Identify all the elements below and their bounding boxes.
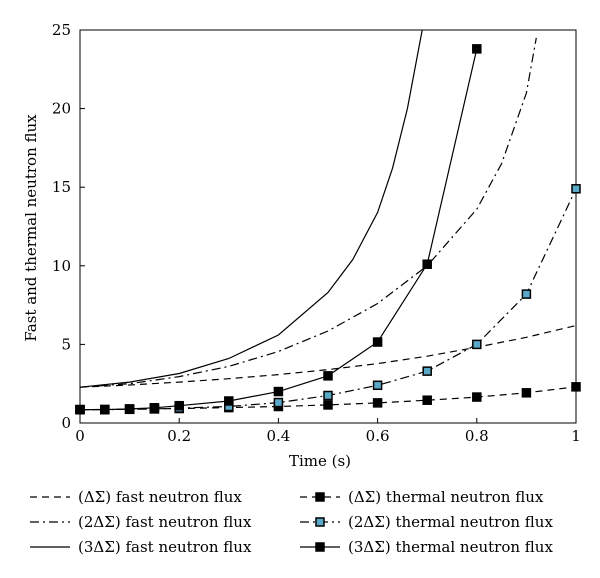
- data-point: [521, 388, 532, 398]
- series-line-2: [80, 30, 423, 388]
- legend-marker: [315, 542, 325, 552]
- data-point: [273, 386, 284, 397]
- data-point: [372, 398, 383, 408]
- data-point: [149, 403, 160, 413]
- legend-marker: [315, 492, 325, 502]
- series-lines: [80, 30, 576, 411]
- legend-label: (2ΔΣ) fast neutron flux: [78, 513, 252, 531]
- data-point: [100, 404, 110, 415]
- legend-label: (3ΔΣ) thermal neutron flux: [348, 538, 553, 556]
- data-point: [472, 339, 482, 350]
- data-point: [323, 400, 333, 410]
- data-point: [571, 184, 581, 194]
- legend-item: (ΔΣ) thermal neutron flux: [300, 488, 544, 506]
- data-point: [372, 337, 383, 347]
- data-point: [323, 371, 333, 381]
- data-point: [124, 404, 135, 414]
- data-point: [75, 404, 85, 415]
- data-point: [472, 392, 482, 402]
- x-axis-label: Time (s): [289, 452, 351, 470]
- y-tick-label: 20: [52, 100, 71, 118]
- legend-label: (ΔΣ) fast neutron flux: [78, 488, 242, 506]
- data-point: [224, 396, 234, 406]
- series-line-1: [80, 37, 537, 388]
- x-tick-label: 0.2: [167, 427, 191, 445]
- data-point: [422, 366, 432, 376]
- x-tick-label: 0.4: [266, 427, 290, 445]
- legend-item: (2ΔΣ) fast neutron flux: [30, 513, 252, 531]
- legend: (ΔΣ) fast neutron flux (ΔΣ) thermal neutr…: [30, 488, 553, 556]
- data-point: [521, 289, 532, 299]
- data-point: [422, 395, 432, 405]
- legend-marker: [315, 517, 325, 527]
- data-point: [472, 44, 482, 54]
- series-line-5: [80, 48, 478, 411]
- legend-item: (3ΔΣ) fast neutron flux: [30, 538, 252, 556]
- legend-label: (2ΔΣ) thermal neutron flux: [348, 513, 553, 531]
- x-tick-label: 0: [75, 427, 85, 445]
- legend-item: (2ΔΣ) thermal neutron flux: [300, 513, 553, 531]
- data-point: [273, 397, 284, 408]
- data-point: [174, 400, 184, 411]
- legend-label: (3ΔΣ) fast neutron flux: [78, 538, 252, 556]
- data-point: [571, 382, 581, 392]
- legend-label: (ΔΣ) thermal neutron flux: [348, 488, 544, 506]
- y-tick-label: 0: [61, 414, 71, 432]
- y-axis-label: Fast and thermal neutron flux: [22, 114, 40, 342]
- data-point: [422, 259, 432, 269]
- y-tick-label: 25: [52, 21, 71, 39]
- x-tick-label: 1: [571, 427, 581, 445]
- y-tick-label: 15: [52, 178, 71, 196]
- x-tick-label: 0.8: [465, 427, 489, 445]
- data-point: [372, 380, 383, 391]
- legend-item: (ΔΣ) fast neutron flux: [30, 488, 242, 506]
- y-tick-label: 10: [52, 257, 71, 275]
- plot-frame: [79, 29, 577, 424]
- legend-item: (3ΔΣ) thermal neutron flux: [300, 538, 553, 556]
- x-tick-label: 0.6: [366, 427, 390, 445]
- series-markers: [75, 44, 581, 415]
- data-point: [323, 390, 333, 401]
- y-tick-label: 5: [61, 335, 71, 353]
